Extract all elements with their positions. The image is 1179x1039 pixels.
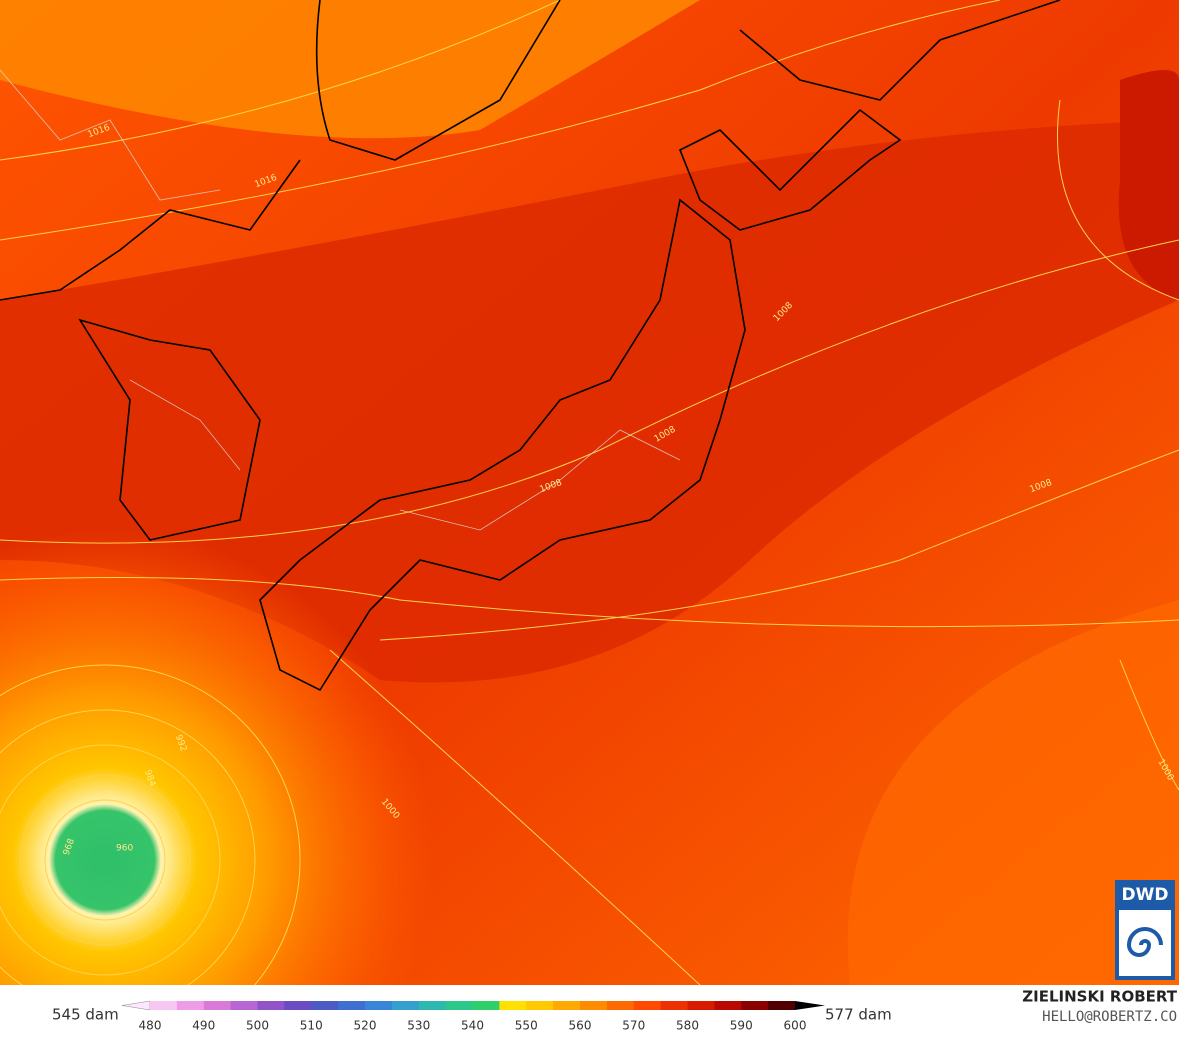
colorbar-segment bbox=[660, 1001, 688, 1010]
colorbar-tick-label: 600 bbox=[784, 1019, 807, 1033]
colorbar-segment bbox=[176, 1001, 205, 1010]
colorbar-tick-label: 580 bbox=[676, 1019, 699, 1033]
colorbar-segment bbox=[391, 1001, 420, 1010]
dwd-logo: DWD bbox=[1115, 880, 1175, 980]
colorbar-tick-label: 480 bbox=[139, 1019, 162, 1033]
colorbar-segment bbox=[203, 1001, 232, 1010]
legend-right-label: 577 dam bbox=[825, 1006, 892, 1024]
colorbar-segment bbox=[606, 1001, 635, 1010]
colorbar: 545 dam 577 dam 480 490 500 510 520 530 540 550… bbox=[52, 1000, 892, 1033]
colorbar-tick-label: 560 bbox=[569, 1019, 592, 1033]
colorbar-tick-label: 590 bbox=[730, 1019, 753, 1033]
colorbar-segment bbox=[230, 1001, 258, 1010]
colorbar-segment bbox=[580, 1001, 608, 1010]
colorbar-segment bbox=[687, 1001, 715, 1010]
colorbar-segment bbox=[418, 1001, 447, 1010]
logo-text: DWD bbox=[1122, 885, 1169, 905]
colorbar-tick-label: 540 bbox=[461, 1019, 484, 1033]
colorbar-tick-label: 530 bbox=[407, 1019, 430, 1033]
colorbar-tick-label: 490 bbox=[192, 1019, 215, 1033]
colorbar-segment bbox=[633, 1001, 662, 1010]
colorbar-segment bbox=[526, 1001, 554, 1010]
colorbar-segment bbox=[741, 1001, 769, 1010]
credit-author: ZIELINSKI ROBERT bbox=[1022, 988, 1177, 1006]
credit-email: HELLO@ROBERTZ.CO bbox=[1042, 1009, 1177, 1025]
colorbar-tick-label: 550 bbox=[515, 1019, 538, 1033]
colorbar-segment bbox=[768, 1001, 796, 1010]
colorbar-tick-label: 520 bbox=[354, 1019, 377, 1033]
colorbar-segment bbox=[284, 1001, 312, 1010]
colorbar-segment bbox=[365, 1001, 393, 1010]
colorbar-segment bbox=[150, 1001, 178, 1010]
colorbar-tick-label: 500 bbox=[246, 1019, 269, 1033]
colorbar-segment bbox=[553, 1001, 581, 1010]
colorbar-segment bbox=[445, 1001, 473, 1010]
colorbar-segment bbox=[338, 1001, 366, 1010]
colorbar-segment bbox=[472, 1001, 500, 1010]
colorbar-segment bbox=[499, 1001, 527, 1010]
colorbar-segment bbox=[311, 1001, 339, 1010]
isobar-label: 960 bbox=[116, 844, 133, 854]
colorbar-segment bbox=[714, 1001, 742, 1010]
isobar-label: 976 bbox=[97, 791, 114, 801]
colorbar-segment bbox=[257, 1001, 285, 1010]
colorbar-tick-label: 510 bbox=[300, 1019, 323, 1033]
legend-left-label: 545 dam bbox=[52, 1006, 119, 1024]
colorbar-tick-label: 570 bbox=[622, 1019, 645, 1033]
colorbar-arrow-right bbox=[795, 1001, 825, 1010]
